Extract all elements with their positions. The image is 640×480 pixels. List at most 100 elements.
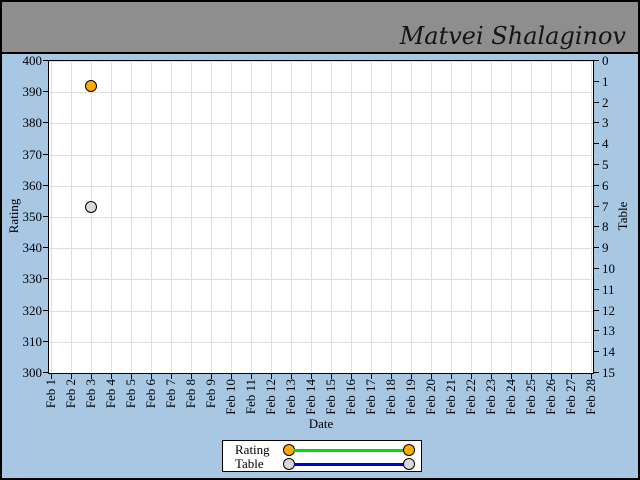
header-bar: Matvei Shalaginov [2, 2, 638, 54]
date-tick [551, 374, 552, 379]
table-tick [594, 351, 599, 353]
date-tick [571, 374, 572, 379]
date-tick-label: Feb 18 [383, 379, 398, 415]
gridline-horizontal [49, 248, 593, 250]
table-tick [594, 372, 599, 373]
date-tick-label: Feb 26 [543, 379, 558, 415]
gridline-horizontal [49, 341, 593, 343]
date-tick [271, 374, 272, 379]
table-tick [594, 205, 599, 207]
gridline-horizontal [49, 92, 593, 94]
date-tick [251, 374, 252, 379]
legend-label-table: Table [235, 456, 264, 471]
rating-tick-label: 350 [22, 209, 43, 224]
date-tick [71, 374, 72, 379]
rating-tick [43, 60, 48, 61]
date-tick [531, 374, 532, 379]
table-tick-label: 1 [602, 73, 609, 89]
legend-item-table[interactable]: Table [235, 456, 415, 471]
table-tick-label: 9 [602, 240, 609, 256]
date-tick-label: Feb 9 [203, 379, 218, 409]
table-tick-label: 5 [602, 157, 609, 172]
table-tick [594, 101, 599, 103]
chart-area: Rating Table Date Rating Table 4 0 [2, 54, 638, 478]
date-tick-label: Feb 27 [563, 379, 578, 415]
table-tick [594, 143, 599, 145]
gridline-horizontal [49, 61, 593, 62]
table-marker-icon [403, 458, 415, 470]
table-tick-label: 6 [602, 177, 609, 193]
gridline-horizontal [49, 310, 593, 312]
rating-tick-label: 340 [22, 240, 43, 256]
date-tick [211, 374, 212, 379]
date-tick [91, 374, 92, 379]
data-point-rating[interactable] [85, 79, 97, 92]
date-tick [591, 374, 592, 379]
gridline-horizontal [49, 123, 593, 125]
plot-area [48, 60, 594, 374]
rating-tick-label: 370 [22, 146, 43, 162]
date-tick [171, 374, 172, 379]
legend-item-rating[interactable]: Rating [235, 442, 415, 457]
date-tick-label: Feb 20 [423, 379, 438, 415]
gridline-horizontal [49, 279, 593, 281]
date-tick-label: Feb 15 [323, 379, 338, 415]
date-tick-label: Feb 2 [63, 379, 78, 409]
rating-tick [43, 309, 48, 311]
table-tick-label: 2 [602, 94, 609, 110]
table-tick-label: 12 [602, 302, 615, 318]
date-tick [331, 374, 332, 379]
rating-line [294, 448, 404, 452]
rating-tick-label: 310 [22, 333, 43, 349]
date-tick-label: Feb 7 [163, 379, 178, 409]
date-tick-label: Feb 17 [363, 379, 378, 415]
date-tick-label: Feb 6 [143, 379, 158, 409]
rating-tick [43, 153, 48, 155]
table-tick [594, 60, 599, 61]
table-line [294, 462, 404, 466]
player-signature: Matvei Shalaginov [399, 22, 626, 50]
table-tick-label: 7 [602, 198, 609, 214]
legend-label-rating: Rating [235, 442, 270, 457]
table-tick [594, 247, 599, 249]
date-tick [451, 374, 452, 379]
date-tick [351, 374, 352, 379]
date-tick-label: Feb 11 [243, 379, 258, 415]
rating-tick-label: 300 [22, 365, 43, 380]
table-tick-label: 10 [602, 261, 615, 276]
rating-tick-label: 390 [22, 84, 43, 100]
date-tick [311, 374, 312, 379]
table-tick [594, 122, 599, 124]
rating-tick-label: 400 [22, 54, 43, 68]
date-tick-label: Feb 10 [223, 379, 238, 415]
rating-tick [43, 278, 48, 280]
table-tick-label: 0 [602, 54, 609, 68]
table-tick-label: 15 [602, 365, 615, 380]
table-tick [594, 184, 599, 186]
legend-swatch-rating [283, 444, 415, 456]
gridline-horizontal [49, 217, 593, 218]
rating-tick [43, 122, 48, 124]
date-tick-label: Feb 23 [483, 379, 498, 415]
date-tick-label: Feb 1 [43, 379, 58, 409]
table-tick-label: 11 [602, 281, 615, 297]
date-tick-label: Feb 25 [523, 379, 538, 415]
date-tick-label: Feb 14 [303, 379, 318, 415]
date-tick [231, 374, 232, 379]
rating-tick [43, 184, 48, 186]
date-tick [111, 374, 112, 379]
date-tick-label: Feb 28 [583, 379, 598, 415]
table-tick [594, 309, 599, 311]
date-tick [291, 374, 292, 379]
data-point-table[interactable] [85, 200, 97, 213]
date-tick [431, 374, 432, 379]
rating-tick [43, 340, 48, 342]
table-tick [594, 80, 599, 82]
date-tick-label: Feb 22 [463, 379, 478, 415]
date-tick [151, 374, 152, 379]
date-tick-label: Feb 19 [403, 379, 418, 415]
rating-tick-label: 380 [22, 115, 43, 131]
date-tick-label: Feb 24 [503, 379, 518, 415]
table-tick [594, 330, 599, 332]
